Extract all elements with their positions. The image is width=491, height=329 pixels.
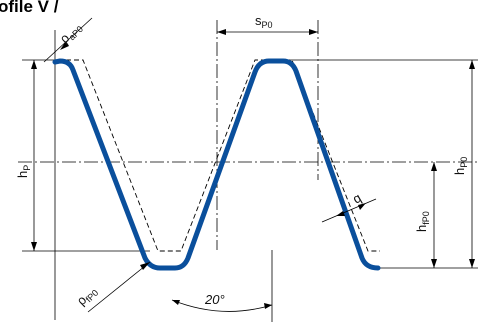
qfpo-leader [87, 261, 151, 313]
q-dimension-line [321, 198, 377, 223]
rack-profile [52, 58, 381, 271]
q-label: q [350, 190, 364, 207]
hfpo-arrow-bottom [431, 259, 437, 268]
qapo-label: ρaP0 [57, 19, 86, 48]
angle-arrow-left [172, 300, 180, 305]
spo-arrow-right [309, 29, 318, 35]
angle-arc [171, 299, 273, 312]
angle-label: 20° [204, 292, 225, 307]
angle-arrow-right [264, 303, 272, 309]
q-arrow-left [336, 211, 345, 216]
hpo-arrow-top [469, 60, 475, 69]
qapo-arrow [60, 41, 69, 50]
q-arrow-right [358, 203, 366, 210]
hp-arrow-top [31, 60, 37, 69]
hp-label: hP [15, 165, 32, 178]
spo-label: sP0 [255, 13, 273, 30]
hfpo-label: hfP0 [414, 211, 431, 232]
hpo-arrow-bottom [469, 259, 475, 268]
qapo-leader [43, 17, 93, 63]
spo-arrow-left [217, 29, 226, 35]
hpo-label: hP0 [452, 157, 469, 175]
qfpo-arrow [140, 262, 150, 270]
diagram-title: ofile V / [0, 0, 59, 16]
hfpo-arrow-top [431, 162, 437, 171]
offset-profile [66, 59, 380, 252]
hp-arrow-bottom [31, 242, 37, 251]
